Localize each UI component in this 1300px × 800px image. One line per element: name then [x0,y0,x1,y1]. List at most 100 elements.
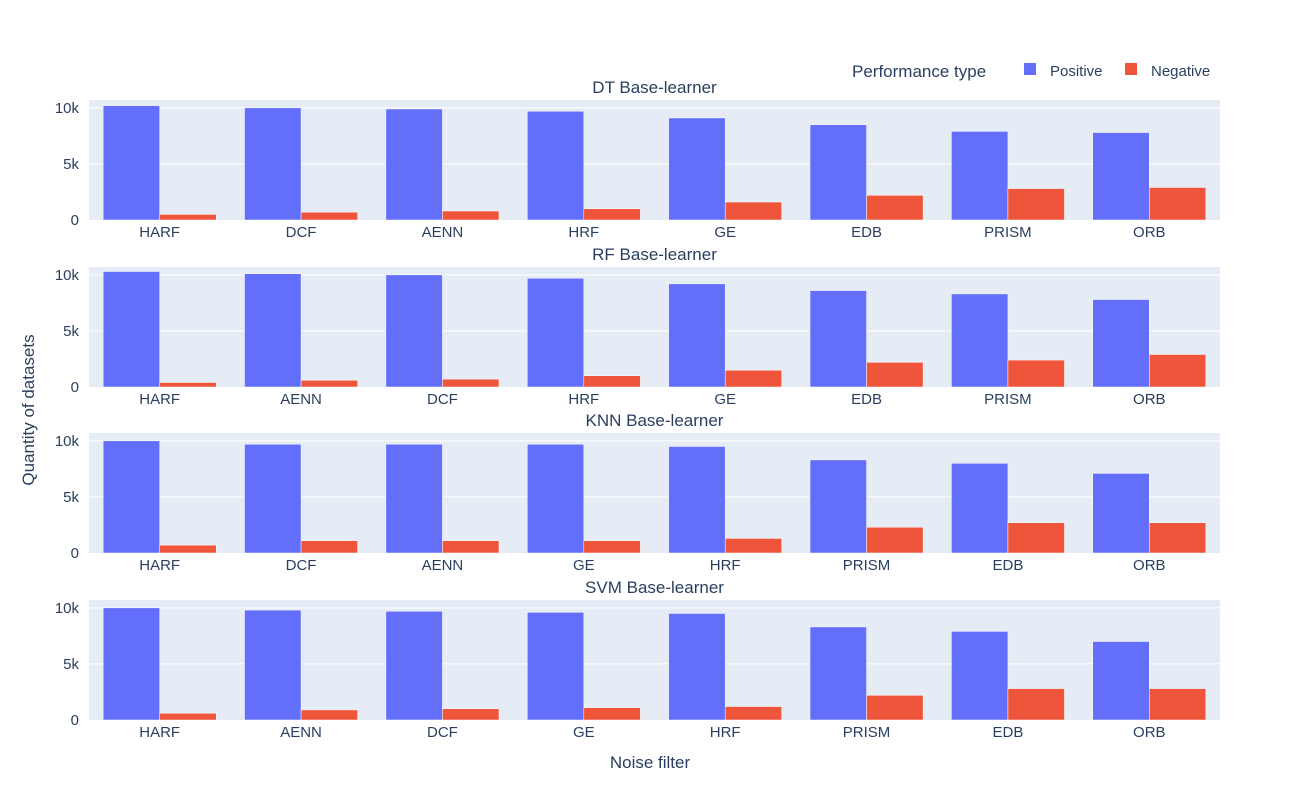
bar-negative[interactable] [724,538,782,554]
x-tick-label: AENN [422,557,464,574]
bar-negative[interactable] [1007,188,1065,221]
bar-negative[interactable] [1149,354,1207,388]
bar-positive[interactable] [951,463,1009,554]
bar-negative[interactable] [300,380,358,388]
bar-negative[interactable] [724,369,782,388]
bar-positive[interactable] [1092,132,1150,221]
x-tick-label: HARF [139,391,180,408]
bar-positive[interactable] [102,271,160,388]
bar-positive[interactable] [102,607,160,721]
legend-swatch-positive[interactable] [1024,63,1036,75]
x-tick-label: ORB [1133,557,1166,574]
x-tick-label: DCF [427,391,458,408]
bar-negative[interactable] [1149,688,1207,721]
x-tick-label: EDB [993,724,1024,741]
x-tick-label: PRISM [984,391,1032,408]
bar-positive[interactable] [527,110,585,221]
bar-negative[interactable] [724,706,782,721]
y-tick-label: 5k [63,489,79,506]
bar-positive[interactable] [809,124,867,221]
bar-negative[interactable] [1007,688,1065,721]
bar-negative[interactable] [1149,522,1207,554]
legend-label-negative[interactable]: Negative [1151,63,1210,80]
bar-positive[interactable] [527,443,585,554]
bar-positive[interactable] [668,446,726,554]
bar-negative[interactable] [866,362,924,388]
bar-positive[interactable] [527,612,585,721]
bar-positive[interactable] [809,626,867,721]
bar-negative[interactable] [1007,522,1065,554]
bar-negative[interactable] [1149,187,1207,221]
subplot-panel: 0 5k 10k SVM Base-learner HARF AENN DCF GE HRF PR… [55,578,1220,741]
y-tick-label: 0 [71,712,79,729]
x-tick-label: PRISM [984,224,1032,241]
bar-negative[interactable] [159,544,217,554]
bar-negative[interactable] [724,201,782,221]
bar-positive[interactable] [668,613,726,721]
y-tick-label: 0 [71,545,79,562]
legend-title: Performance type [852,62,986,81]
bar-positive[interactable] [244,443,302,554]
x-tick-label: EDB [851,224,882,241]
bar-negative[interactable] [866,195,924,221]
subplot-title: RF Base-learner [592,245,717,264]
x-tick-label: ORB [1133,391,1166,408]
legend-label-positive[interactable]: Positive [1050,63,1103,80]
bar-positive[interactable] [527,277,585,388]
bar-negative[interactable] [583,208,641,221]
legend-swatch-negative[interactable] [1125,63,1137,75]
y-tick-label: 5k [63,656,79,673]
bar-negative[interactable] [442,540,500,554]
bar-negative[interactable] [866,695,924,721]
bar-positive[interactable] [951,293,1009,388]
x-tick-label: HARF [139,557,180,574]
bar-positive[interactable] [102,105,160,221]
bar-negative[interactable] [159,214,217,221]
y-tick-label: 10k [55,600,80,617]
bar-negative[interactable] [159,713,217,721]
bar-positive[interactable] [668,117,726,221]
x-tick-label: DCF [286,557,317,574]
y-tick-label: 10k [55,267,80,284]
bar-negative[interactable] [159,382,217,388]
bar-negative[interactable] [300,211,358,221]
bar-positive[interactable] [244,609,302,721]
bar-negative[interactable] [442,210,500,221]
bar-positive[interactable] [668,283,726,388]
x-tick-label: HARF [139,224,180,241]
bar-negative[interactable] [866,526,924,554]
x-axis-title: Noise filter [610,753,691,772]
bar-negative[interactable] [442,378,500,388]
bar-positive[interactable] [385,443,443,554]
bar-positive[interactable] [951,631,1009,721]
bar-negative[interactable] [583,375,641,388]
x-tick-label: GE [714,224,736,241]
bar-positive[interactable] [1092,299,1150,388]
x-tick-label: ORB [1133,224,1166,241]
y-tick-label: 5k [63,323,79,340]
bar-negative[interactable] [1007,359,1065,388]
x-tick-label: GE [573,724,595,741]
bar-positive[interactable] [385,610,443,721]
bar-negative[interactable] [583,540,641,554]
bar-positive[interactable] [385,108,443,221]
x-tick-label: AENN [280,724,322,741]
x-tick-label: GE [573,557,595,574]
bar-positive[interactable] [1092,641,1150,721]
x-tick-label: HARF [139,724,180,741]
bar-positive[interactable] [809,459,867,554]
bar-negative[interactable] [583,707,641,721]
legend: Performance type Positive Negative [852,62,1210,81]
x-tick-label: PRISM [843,557,891,574]
bar-positive[interactable] [1092,473,1150,554]
x-tick-label: AENN [280,391,322,408]
bar-positive[interactable] [102,440,160,554]
bar-negative[interactable] [300,709,358,721]
bar-positive[interactable] [385,274,443,388]
bar-negative[interactable] [300,540,358,554]
bar-positive[interactable] [244,273,302,388]
bar-positive[interactable] [951,131,1009,221]
bar-negative[interactable] [442,708,500,721]
bar-positive[interactable] [809,290,867,388]
bar-positive[interactable] [244,107,302,221]
